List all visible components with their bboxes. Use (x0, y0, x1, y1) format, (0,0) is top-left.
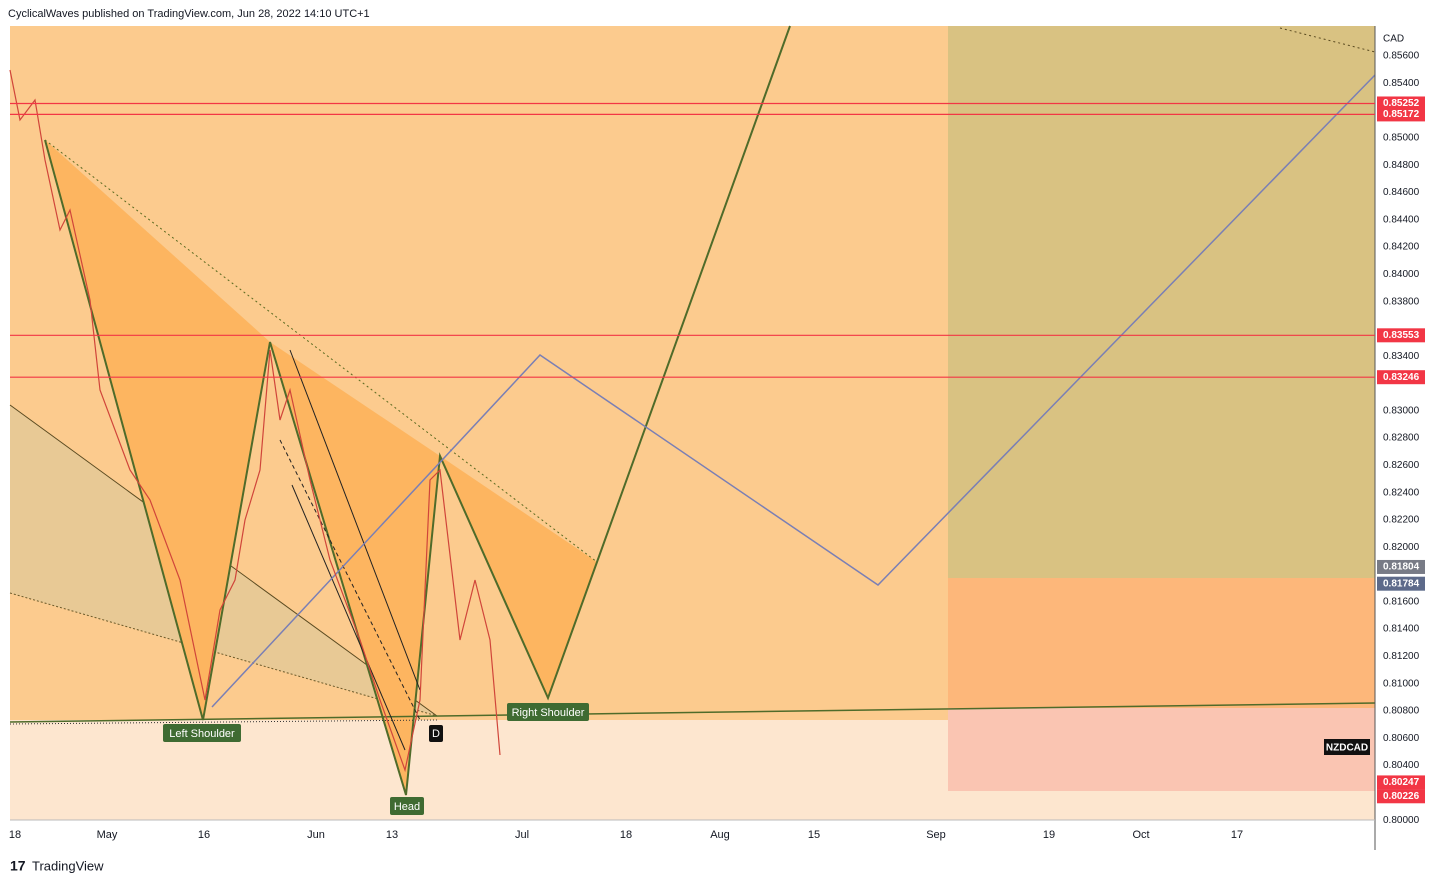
date-label: 15 (808, 829, 820, 841)
brand: TradingView (32, 858, 104, 873)
level (9, 719, 438, 725)
date-label: 13 (386, 829, 398, 841)
price-badge (1377, 576, 1425, 591)
price-label: 0.82200 (1383, 515, 1420, 526)
projection (211, 74, 1376, 708)
symbol: NZDCAD (1326, 743, 1368, 754)
triangle (45, 140, 270, 720)
date-label: 19 (1043, 829, 1055, 841)
date-label: Aug (710, 829, 730, 841)
tag (429, 725, 443, 742)
price-badge-text: 0.83553 (1383, 330, 1420, 341)
date-label: 16 (198, 829, 210, 841)
date-label: Jun (307, 829, 325, 841)
price-label: 0.84400 (1383, 214, 1420, 225)
price-label: 0.81200 (1383, 651, 1420, 662)
tag (390, 797, 424, 815)
logo: 17 (10, 858, 26, 874)
price-badge (1377, 789, 1425, 804)
price-label: 0.82800 (1383, 433, 1420, 444)
tag-text: Head (394, 801, 420, 813)
date-label: Jul (515, 829, 529, 841)
price-label: 0.84600 (1383, 187, 1420, 198)
price-label: 0.83800 (1383, 296, 1420, 307)
price-badge (1377, 370, 1425, 385)
price-badge-text: 0.81804 (1383, 562, 1420, 573)
price (9, 69, 501, 773)
triangle (270, 342, 440, 795)
date-label: May (97, 829, 118, 841)
price-label: 0.82600 (1383, 460, 1420, 471)
tag-text: D (432, 728, 440, 740)
neckline (44, 139, 598, 563)
price-label: 0.83400 (1383, 351, 1420, 362)
price-badge-text: 0.80247 (1383, 777, 1420, 788)
price-label: 0.81600 (1383, 596, 1420, 607)
price-label: 0.82400 (1383, 487, 1420, 498)
price-badge-text: 0.83246 (1383, 372, 1420, 383)
price-badge (1377, 775, 1425, 790)
channel (289, 349, 421, 691)
price-label: 0.82000 (1383, 542, 1420, 553)
price-badge (1377, 559, 1425, 574)
tag (163, 724, 241, 742)
date-label: 18 (9, 829, 21, 841)
price-badge-text: 0.81784 (1383, 578, 1420, 589)
date-label: Sep (926, 829, 946, 841)
stop-box (948, 708, 1375, 791)
tag-text: Left Shoulder (169, 728, 235, 740)
price-badge (1377, 328, 1425, 343)
channel (279, 439, 421, 721)
price-badge (1377, 96, 1425, 111)
price-label: 0.85400 (1383, 78, 1420, 89)
price-label: 0.81000 (1383, 678, 1420, 689)
target-box (948, 578, 1375, 708)
price-label: 0.80400 (1383, 760, 1420, 771)
price-label: 0.85000 (1383, 133, 1420, 144)
target-box (948, 26, 1375, 578)
symbol-tag (1324, 739, 1370, 755)
price-label: 0.80000 (1383, 815, 1420, 826)
header: CyclicalWaves published on TradingView.c… (8, 8, 370, 20)
tag-text: Right Shoulder (512, 707, 585, 719)
neckline (9, 702, 1376, 723)
date-label: 18 (620, 829, 632, 841)
price-badge (1377, 107, 1425, 122)
price-label: 0.80800 (1383, 706, 1420, 717)
date-label: Oct (1132, 829, 1149, 841)
price-badge-text: 0.80226 (1383, 791, 1420, 802)
triangle (440, 456, 597, 698)
channel (291, 484, 406, 751)
trend (1279, 27, 1376, 53)
date-label: 17 (1231, 829, 1243, 841)
currency: CAD (1383, 34, 1404, 45)
price-label: 0.85600 (1383, 51, 1420, 62)
tag (507, 703, 589, 721)
price-label: 0.80600 (1383, 733, 1420, 744)
price-label: 0.84800 (1383, 160, 1420, 171)
price-badge-text: 0.85252 (1383, 98, 1420, 109)
price-label: 0.81400 (1383, 624, 1420, 635)
price-label: 0.84000 (1383, 269, 1420, 280)
price-label: 0.84200 (1383, 242, 1420, 253)
price-badge-text: 0.85172 (1383, 109, 1420, 120)
price-label: 0.83000 (1383, 405, 1420, 416)
